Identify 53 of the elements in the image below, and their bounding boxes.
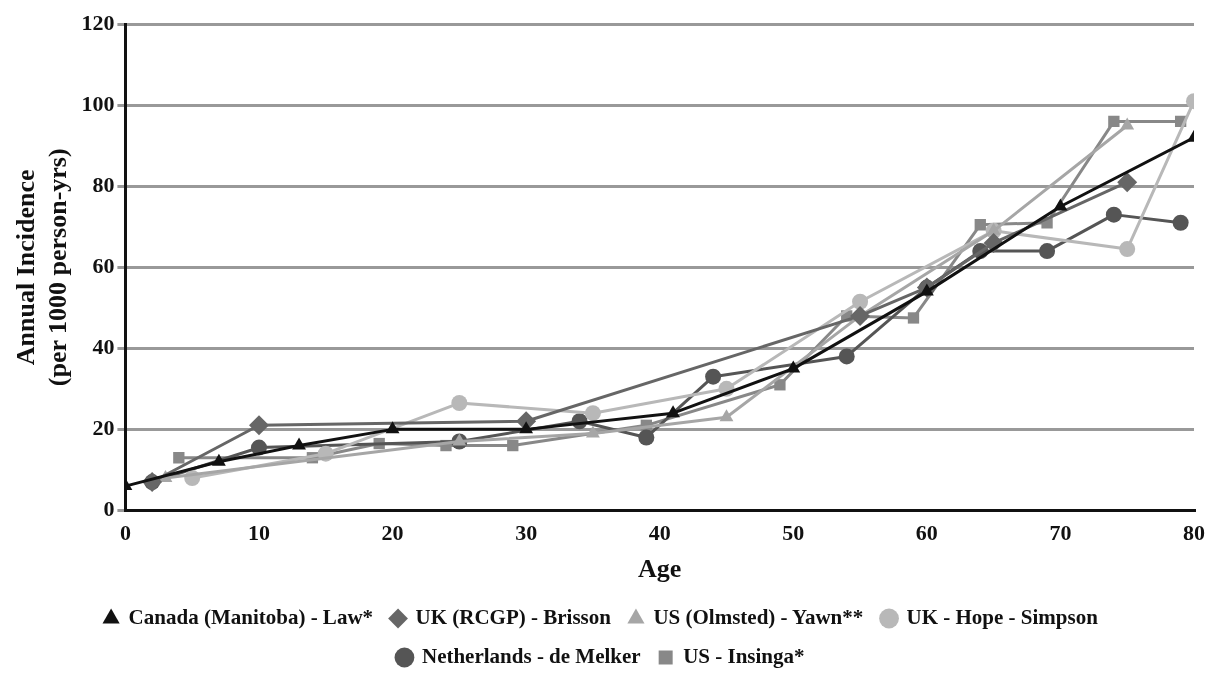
point xyxy=(1119,241,1136,258)
point xyxy=(907,312,920,324)
x-tick-label: 10 xyxy=(247,520,270,546)
legend-label: UK (RCGP) - Brisson xyxy=(415,604,612,629)
x-tick-label: 40 xyxy=(648,520,671,546)
legend-label: Netherlands - de Melker xyxy=(421,643,641,668)
point xyxy=(292,437,306,450)
x-tick-label: 20 xyxy=(381,520,404,546)
point xyxy=(974,219,986,231)
point xyxy=(838,348,855,365)
point xyxy=(1172,214,1189,231)
point xyxy=(850,305,871,326)
x-tick-label: 70 xyxy=(1049,520,1072,546)
x-tick-label: 80 xyxy=(1183,520,1205,546)
point xyxy=(786,360,801,373)
legend-label: UK - Hope - Simpson xyxy=(906,604,1099,629)
point xyxy=(248,415,269,436)
y-axis-title: Annual Incidence (per 1000 person-yrs) xyxy=(11,148,72,387)
y-tick-label: 80 xyxy=(92,171,115,197)
legend-label: Canada (Manitoba) - Law* xyxy=(128,604,374,629)
y-tick-label: 40 xyxy=(92,334,115,360)
point xyxy=(1117,172,1138,193)
point xyxy=(719,409,734,422)
point xyxy=(451,395,468,412)
x-tick-label: 30 xyxy=(515,520,538,546)
point xyxy=(507,439,519,452)
point xyxy=(852,293,869,310)
point xyxy=(1105,206,1122,223)
x-tick-label: 0 xyxy=(119,520,131,546)
point xyxy=(452,433,467,446)
point xyxy=(1053,198,1068,211)
point xyxy=(774,379,786,391)
y-tick-label: 60 xyxy=(92,252,115,278)
x-tick-label: 50 xyxy=(782,520,805,546)
y-tick-label: 100 xyxy=(81,90,115,116)
point xyxy=(705,368,722,385)
y-tick-label: 120 xyxy=(81,9,115,35)
point xyxy=(1039,243,1056,260)
point xyxy=(638,429,655,446)
point xyxy=(585,425,600,438)
x-tick-label: 60 xyxy=(915,520,938,546)
y-tick-label: 20 xyxy=(92,415,115,441)
legend-label: US (Olmsted) - Yawn** xyxy=(653,604,864,629)
point xyxy=(211,453,226,466)
legend-label: US - Insinga* xyxy=(683,643,805,668)
point xyxy=(1108,115,1120,128)
point xyxy=(385,421,400,434)
point xyxy=(519,421,534,434)
y-tick-label: 0 xyxy=(103,496,115,522)
point xyxy=(666,405,680,418)
x-axis-title: Age xyxy=(638,554,682,584)
point xyxy=(584,405,601,422)
point xyxy=(173,452,185,464)
